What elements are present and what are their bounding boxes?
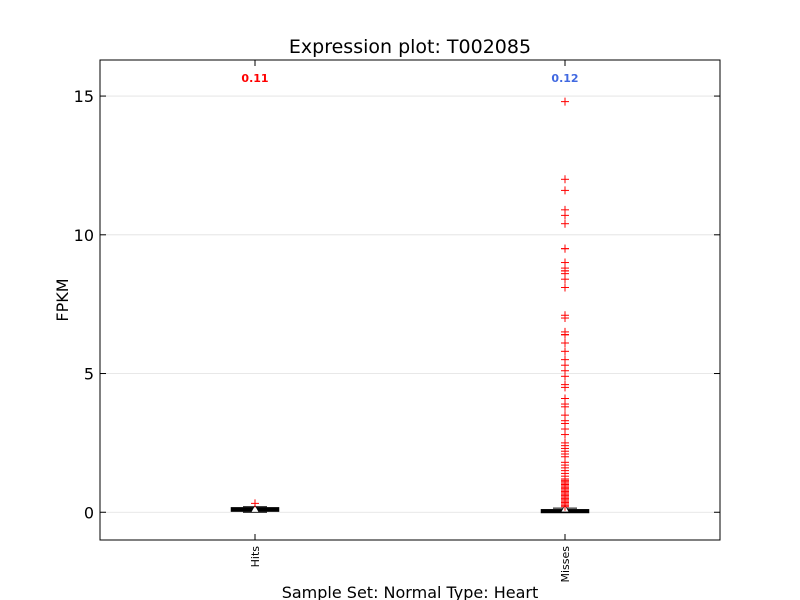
outlier-point xyxy=(561,175,569,184)
outlier-point xyxy=(561,402,569,411)
outlier-point xyxy=(561,244,569,253)
y-tick-label: 0 xyxy=(84,503,94,522)
x-axis-title: Sample Set: Normal Type: Heart xyxy=(282,583,539,600)
box-plots xyxy=(230,97,590,514)
outlier-point xyxy=(561,186,569,195)
outlier-point xyxy=(561,430,569,439)
median-annotation: 0.11 xyxy=(241,72,268,85)
outlier-point xyxy=(561,372,569,381)
outlier-point xyxy=(561,314,569,323)
y-tick-label: 10 xyxy=(74,226,94,245)
outlier-point xyxy=(561,275,569,284)
outlier-point xyxy=(561,283,569,292)
median-annotation: 0.12 xyxy=(551,72,578,85)
outlier-point xyxy=(561,347,569,356)
box-group xyxy=(540,97,590,514)
plot-frame xyxy=(99,59,721,541)
outlier-point xyxy=(561,502,569,511)
x-category-label: Misses xyxy=(559,546,572,583)
outlier-point xyxy=(561,97,569,106)
box-group xyxy=(230,499,280,513)
outlier-point xyxy=(561,211,569,220)
outlier-point xyxy=(561,330,569,339)
grid-lines xyxy=(100,95,720,513)
outlier-point xyxy=(251,499,259,508)
chart-title: Expression plot: T002085 xyxy=(289,36,531,58)
outlier-point xyxy=(561,339,569,348)
y-axis-ticks: 0 5 10 15 Hits Misses xyxy=(74,60,720,583)
annotations: 0.11 0.12 xyxy=(241,72,578,85)
y-axis-title: FPKM xyxy=(53,278,72,321)
mean-marker xyxy=(250,504,260,513)
x-category-label: Hits xyxy=(249,546,262,568)
y-tick-label: 5 xyxy=(84,365,94,384)
y-tick-label: 15 xyxy=(74,87,94,106)
outlier-point xyxy=(561,383,569,392)
outlier-point xyxy=(561,219,569,228)
